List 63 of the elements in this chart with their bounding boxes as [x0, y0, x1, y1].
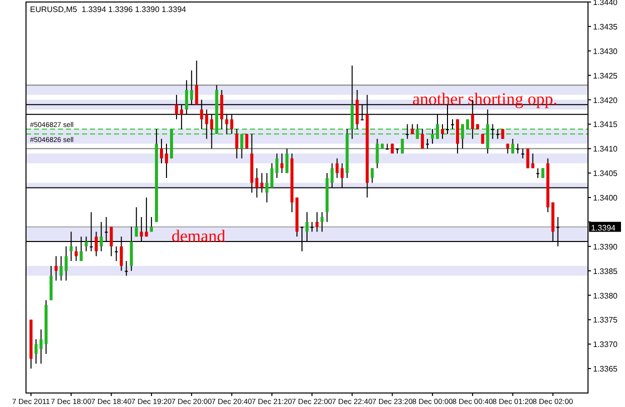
- annotation: another shorting opp.: [412, 90, 558, 109]
- y-tick-label: 1.3430: [593, 46, 618, 56]
- y-tick-label: 1.3415: [593, 120, 618, 130]
- candlestick: [416, 124, 419, 140]
- candlestick: [316, 212, 319, 232]
- candlestick: [506, 143, 510, 154]
- candlestick: [134, 206, 138, 238]
- candlestick: [54, 256, 58, 282]
- candlestick: [34, 338, 38, 364]
- y-tick-label: 1.3405: [593, 169, 618, 178]
- candlestick: [526, 148, 530, 169]
- candlestick: [426, 138, 429, 150]
- candlestick: [64, 246, 68, 282]
- candlestick: [440, 124, 444, 140]
- candlestick: [320, 212, 324, 232]
- y-tick-label: 1.3425: [593, 71, 618, 80]
- candlestick: [511, 138, 514, 154]
- y-tick-label: 1.3410: [593, 144, 618, 154]
- candlestick: [124, 260, 128, 276]
- candlestick: [165, 143, 168, 178]
- y-tick-label: 1.3435: [593, 22, 618, 32]
- candlestick: [376, 138, 379, 169]
- candlestick: [541, 168, 544, 178]
- candlestick: [386, 143, 389, 150]
- candlestick: [275, 153, 278, 178]
- candlestick: [310, 221, 314, 232]
- candlestick: [531, 153, 534, 169]
- candlestick: [410, 124, 414, 134]
- candlestick: [536, 168, 540, 178]
- candlestick: [160, 138, 163, 164]
- y-tick-label: 1.3390: [593, 242, 618, 252]
- candlestick: [144, 197, 148, 238]
- candlestick: [370, 168, 374, 184]
- y-tick-label: 1.3385: [593, 266, 618, 276]
- annotation: demand: [172, 226, 226, 246]
- candlestick: [430, 128, 434, 144]
- candlestick: [280, 153, 284, 174]
- candlestick: [491, 124, 494, 140]
- candlestick: [461, 124, 464, 150]
- candlestick: [521, 148, 524, 159]
- candlestick: [235, 128, 238, 159]
- candlestick: [501, 128, 504, 140]
- candlestick: [240, 133, 244, 159]
- candlestick: [406, 124, 409, 140]
- candlestick: [496, 128, 500, 140]
- y-tick-label: 1.3375: [593, 316, 618, 325]
- candlestick: [60, 256, 63, 282]
- y-tick-label: 1.3370: [593, 340, 618, 350]
- candlestick: [74, 246, 78, 262]
- y-tick-label: 1.3400: [593, 194, 618, 202]
- candlestick: [420, 128, 424, 150]
- y-tick-label: 1.3365: [593, 364, 618, 374]
- candlestick: [336, 158, 339, 178]
- candlestick: [150, 216, 153, 232]
- candlestick: [114, 246, 118, 262]
- chart-title: EURUSD,M5 1.3394 1.3396 1.3390 1.3394: [30, 5, 187, 14]
- ref-line-label: 1.3394: [591, 223, 616, 232]
- candlestick: [451, 118, 454, 130]
- candlestick: [285, 148, 288, 174]
- candlestick: [40, 328, 43, 364]
- y-tick-label: 1.3380: [593, 291, 618, 300]
- candlestick: [516, 143, 520, 154]
- y-tick-label: 1.3420: [593, 96, 618, 105]
